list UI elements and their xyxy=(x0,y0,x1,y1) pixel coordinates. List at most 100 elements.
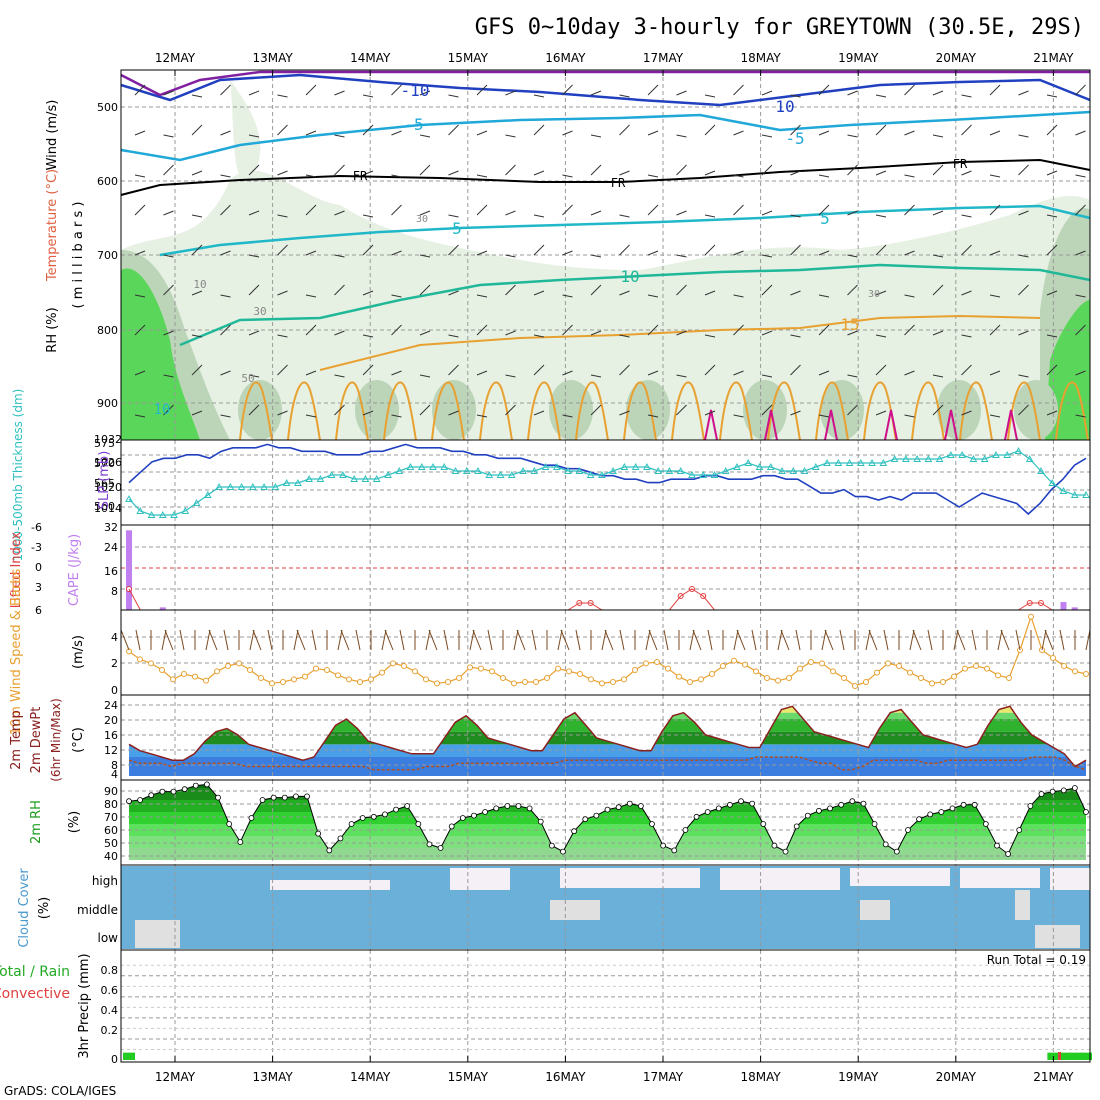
thickness-point xyxy=(924,454,933,462)
wind-barb xyxy=(505,284,516,296)
wind-barb xyxy=(391,370,402,376)
wind-barb xyxy=(362,214,374,218)
thickness-point xyxy=(766,462,775,470)
thickness-point xyxy=(631,462,640,470)
wind10-point xyxy=(940,679,946,685)
wind-barb xyxy=(248,164,260,176)
contour-minus10 xyxy=(120,73,1091,107)
ytick-thickness: 560 xyxy=(94,500,115,513)
wind-barb xyxy=(163,90,174,96)
wind10-barb xyxy=(821,629,827,651)
rh2m-point xyxy=(604,806,611,813)
wind-barb xyxy=(647,204,659,216)
footer-credit: GrADS: COLA/IGES xyxy=(4,1084,116,1098)
wind-barb xyxy=(761,210,773,216)
ytick-precip: 0 xyxy=(111,1053,118,1066)
wind-barb xyxy=(362,364,374,376)
wind-barb xyxy=(761,164,773,176)
wind10-barb xyxy=(645,629,651,651)
ytick-precip: 0.4 xyxy=(101,1004,119,1017)
wind10-barb xyxy=(355,629,361,651)
wind-barb xyxy=(1018,210,1029,216)
cape-bar xyxy=(159,607,166,610)
wind10-barb xyxy=(381,629,387,651)
wind-barb xyxy=(847,134,858,138)
thickness-point xyxy=(980,454,989,462)
wind10-barb xyxy=(296,629,306,651)
wind-barb xyxy=(961,410,972,416)
wind10-point xyxy=(566,668,572,675)
x-label-top: 12MAY xyxy=(155,51,196,65)
wind-barb xyxy=(790,124,801,136)
wind10-point xyxy=(533,679,539,685)
contour-hot xyxy=(704,409,718,441)
wind-barb xyxy=(704,334,716,338)
wind10-point xyxy=(995,672,1001,679)
wind-barb xyxy=(647,324,659,336)
cloud-mid xyxy=(550,900,600,920)
wind-barb xyxy=(163,330,174,336)
wind10-point xyxy=(522,679,528,685)
wind-barb xyxy=(277,214,288,218)
rh2m-point xyxy=(682,827,689,833)
wind-barb xyxy=(676,374,687,378)
wind10-point xyxy=(214,668,220,675)
wind-barb xyxy=(761,134,773,138)
wind10-point xyxy=(280,679,286,685)
wind-barb xyxy=(1046,214,1058,218)
wind-barb xyxy=(1046,244,1058,256)
thickness-point xyxy=(282,478,291,486)
wind10-point xyxy=(357,679,363,685)
wind-barb xyxy=(676,210,687,216)
rh2m-point xyxy=(348,821,355,827)
wind-barb xyxy=(419,134,431,138)
wind-barb xyxy=(305,204,317,216)
wind10-point xyxy=(1061,663,1067,669)
wind10-point xyxy=(687,679,693,685)
ytick-rh: 50 xyxy=(104,837,118,850)
contour-label: -10 xyxy=(401,81,430,100)
wind-barb xyxy=(847,284,858,296)
thickness-point xyxy=(654,466,663,474)
rh2m-point xyxy=(471,812,477,819)
rh-band xyxy=(129,836,1086,848)
ytick-thickness: 570 xyxy=(94,457,115,470)
ylabel-cloud: Cloud Cover xyxy=(17,868,32,948)
wind10-barb xyxy=(648,629,658,651)
wind-barb xyxy=(619,410,630,416)
wind-barb xyxy=(875,94,887,98)
thickness-point xyxy=(361,474,370,482)
wind10-barb xyxy=(953,629,959,651)
temp-band xyxy=(129,706,1086,713)
thickness-point xyxy=(384,470,392,478)
wind10-point xyxy=(621,676,627,683)
ytick-cloud: high xyxy=(92,874,118,888)
thickness-point xyxy=(474,466,482,474)
wind-barb xyxy=(704,364,716,376)
wind-barb xyxy=(1046,334,1058,338)
x-label-top: 19MAY xyxy=(838,51,879,65)
wind-barb xyxy=(847,210,858,216)
wind-barb xyxy=(277,94,288,98)
wind-barb xyxy=(1018,164,1029,176)
wind-barb xyxy=(134,84,146,96)
wind10-barb xyxy=(205,629,211,651)
contour-warm xyxy=(911,381,945,441)
wind-barb xyxy=(277,124,288,136)
wind10-barb xyxy=(839,629,845,651)
wind10-point xyxy=(1050,655,1056,661)
rh-blob xyxy=(626,380,670,440)
ylabel-temp: Temperature (°C) xyxy=(45,169,60,282)
wind-barb xyxy=(704,124,716,136)
ytick-li: 6 xyxy=(35,604,42,617)
wind-barb xyxy=(134,294,146,298)
rh2m-point xyxy=(448,823,455,830)
wind-barb xyxy=(790,214,801,218)
wind-barb xyxy=(305,84,317,96)
wind-barb xyxy=(334,374,345,378)
wind10-point xyxy=(390,660,396,667)
thickness-point xyxy=(609,466,617,474)
contour-15 xyxy=(319,314,1041,371)
wind-barb xyxy=(448,170,459,176)
thickness-slp-frame xyxy=(120,439,1091,526)
